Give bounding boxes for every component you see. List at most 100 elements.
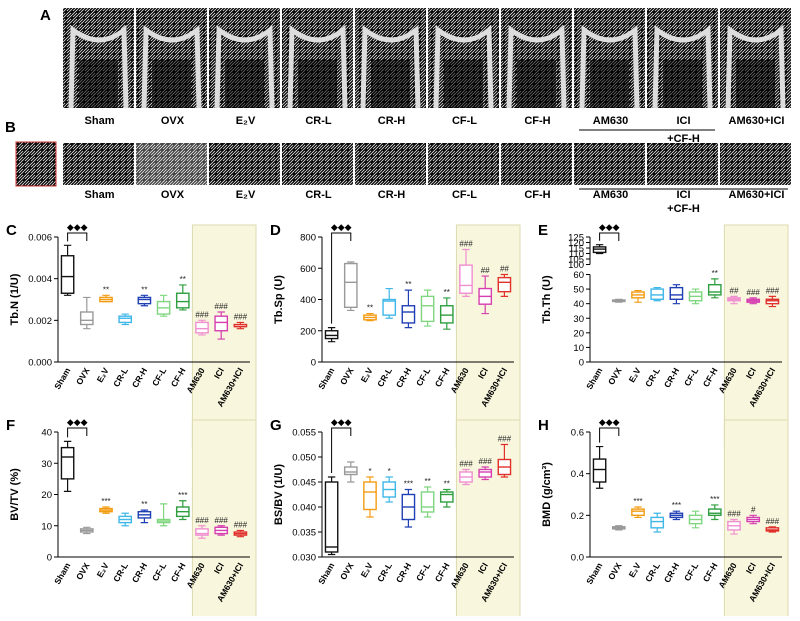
x-tick-label: ICI xyxy=(476,366,490,380)
x-tick-label: OVX xyxy=(338,561,356,582)
panel-letter: D xyxy=(270,222,281,239)
whisker-low xyxy=(672,299,681,305)
ct-shadow xyxy=(590,60,629,108)
image-label: ICI xyxy=(676,189,690,201)
whisker-high xyxy=(423,486,432,492)
bone-cortex xyxy=(579,24,640,109)
panel-letter: E xyxy=(538,222,548,239)
image-label: OVX xyxy=(161,115,185,127)
y-tick-label: 60 xyxy=(573,270,584,281)
y-tick-label: 0.055 xyxy=(292,428,316,439)
y-tick-label: 100 xyxy=(568,260,584,271)
y-tick-label: 0.2 xyxy=(571,511,584,522)
y-tick-label: 0.004 xyxy=(28,274,52,285)
ct-image xyxy=(355,143,426,185)
y-tick-label: 800 xyxy=(300,233,316,244)
x-tick-label: CF-L xyxy=(682,366,700,388)
box xyxy=(497,276,512,293)
whisker-low xyxy=(404,519,413,528)
significance: ** xyxy=(712,269,718,278)
bone-cortex xyxy=(141,24,202,109)
x-tick-label: CR-L xyxy=(643,561,662,584)
significance: *** xyxy=(710,495,719,504)
panel-letter: A xyxy=(40,7,51,24)
box xyxy=(343,262,358,309)
comparison-mark: ◆◆◆ xyxy=(599,222,620,232)
bone-cortex xyxy=(506,24,567,109)
bone-cortex xyxy=(287,24,348,109)
whisker-high xyxy=(423,289,432,297)
significance: * xyxy=(368,467,371,476)
y-tick-label: 0.040 xyxy=(292,503,316,514)
x-tick-label: E₂V xyxy=(95,561,111,579)
significance: *** xyxy=(101,497,110,506)
x-tick-label: CF-H xyxy=(433,366,452,389)
ct-shadow xyxy=(517,60,556,108)
ct-image xyxy=(428,143,499,185)
significance: *** xyxy=(672,501,681,510)
x-tick-label: ICI xyxy=(476,561,490,575)
whisker-high xyxy=(83,296,91,312)
y-tick-label: 30 xyxy=(41,459,52,470)
comparison-mark: ◆◆◆ xyxy=(331,417,352,427)
whisker-high xyxy=(159,294,168,302)
x-tick-label: E₂V xyxy=(359,561,375,579)
bone-cortex xyxy=(68,24,129,109)
x-tick-label: OVX xyxy=(74,366,92,387)
y-axis-label: Tb.Th (U) xyxy=(541,275,553,324)
box xyxy=(420,295,435,323)
ct-image xyxy=(574,143,645,185)
ct-image xyxy=(647,143,718,185)
group-shade xyxy=(455,224,521,448)
box xyxy=(195,528,209,536)
box xyxy=(363,481,377,511)
ct-image xyxy=(136,143,207,185)
x-tick-label: CF-H xyxy=(169,561,188,584)
whisker-high xyxy=(327,476,336,482)
whisker-high xyxy=(404,289,413,306)
x-tick-label: CF-L xyxy=(682,561,700,583)
comparison-bracket xyxy=(599,427,620,443)
box xyxy=(401,305,416,324)
x-tick-label: ICI xyxy=(212,366,226,380)
y-tick-label: 20 xyxy=(41,490,52,501)
box xyxy=(214,315,229,332)
whisker-low xyxy=(347,474,355,483)
bone-cortex xyxy=(360,24,421,109)
x-tick-label: E₂V xyxy=(627,366,643,384)
y-tick-label: 0.6 xyxy=(571,428,584,439)
significance: ** xyxy=(367,304,373,313)
y-tick-label: 0.045 xyxy=(292,478,316,489)
whisker-high xyxy=(63,440,72,448)
significance: *** xyxy=(178,491,187,500)
x-tick-label: CR-L xyxy=(643,366,662,389)
significance: ### xyxy=(195,310,209,319)
whisker-high xyxy=(179,500,187,507)
significance: ### xyxy=(459,460,473,469)
significance: ### xyxy=(215,516,229,525)
y-axis-label: Tb.N (1/U) xyxy=(9,273,21,325)
x-tick-label: CF-H xyxy=(701,561,720,584)
whisker-high xyxy=(63,244,72,256)
y-tick-label: 10 xyxy=(573,343,584,354)
group-shade xyxy=(723,224,789,448)
image-label: AM630 xyxy=(593,189,628,201)
image-label: ICI xyxy=(676,115,690,127)
group-label: +CF-H xyxy=(667,203,700,215)
significance: ### xyxy=(459,240,473,249)
y-tick-label: 0.4 xyxy=(571,469,584,480)
x-tick-label: CF-L xyxy=(150,561,168,583)
whisker-high xyxy=(385,476,393,482)
x-tick-label: CF-L xyxy=(414,561,432,583)
box xyxy=(707,508,722,517)
box xyxy=(650,288,665,300)
y-tick-label: 40 xyxy=(573,299,584,310)
image-label: CR-H xyxy=(378,189,406,201)
image-label: CR-L xyxy=(305,115,332,127)
significance: ** xyxy=(405,280,411,289)
significance: ** xyxy=(141,500,147,509)
box xyxy=(79,311,94,326)
box xyxy=(631,508,645,517)
whisker-high xyxy=(443,297,451,306)
